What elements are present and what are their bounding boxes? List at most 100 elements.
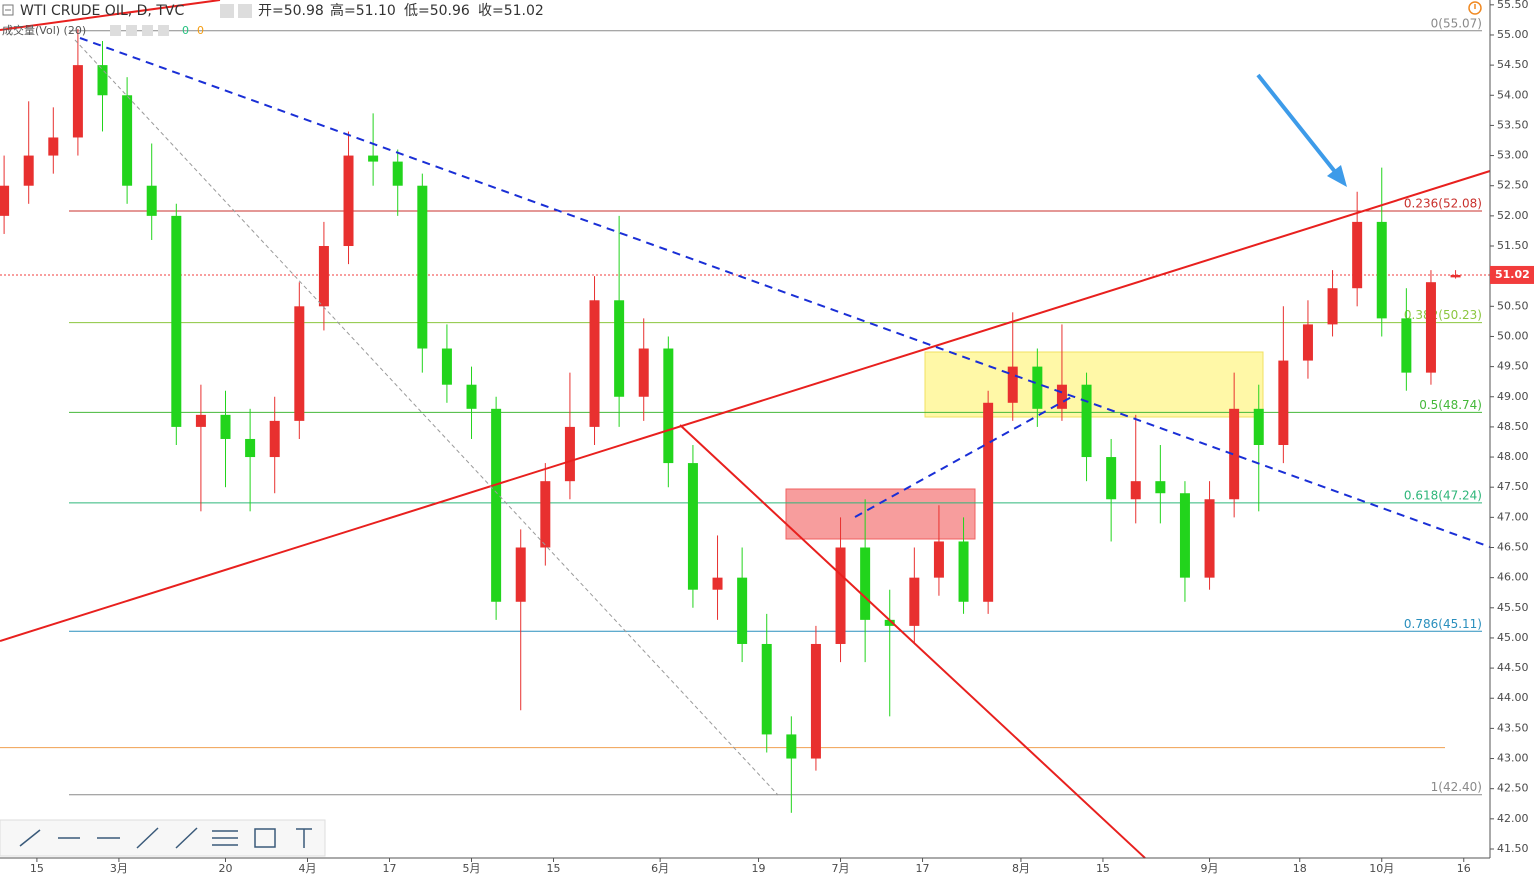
arrow-head [1327, 165, 1347, 187]
candle-body [1278, 360, 1289, 445]
y-tick-label: 55.50 [1497, 0, 1529, 11]
symbol-title: WTI CRUDE OIL, D, TVC [20, 3, 184, 19]
candle-body [72, 65, 83, 138]
ohlc-open: 开=50.98 [258, 3, 324, 19]
x-tick-label: 17 [916, 862, 930, 875]
candle-body [171, 215, 182, 427]
candle-body [1106, 457, 1117, 500]
candle-body [220, 414, 231, 439]
alert-icon[interactable] [1468, 1, 1482, 15]
ohlc-close: 收=51.02 [478, 3, 544, 19]
y-tick-label: 52.00 [1497, 209, 1529, 222]
candle-body [909, 577, 920, 626]
y-tick-label: 47.50 [1497, 480, 1529, 493]
candle-body [933, 541, 944, 578]
candle-body [884, 619, 895, 626]
x-tick-label: 18 [1293, 862, 1307, 875]
y-tick-label: 53.00 [1497, 149, 1529, 162]
y-tick-label: 43.00 [1497, 752, 1529, 765]
candle-body [515, 547, 526, 602]
y-tick-label: 47.00 [1497, 510, 1529, 523]
candle-body [1327, 288, 1338, 325]
candle-body [1401, 318, 1412, 373]
candle-body [441, 348, 452, 385]
candle-body [491, 408, 502, 602]
candle-body [417, 185, 428, 349]
tool-text[interactable] [296, 828, 312, 848]
icon[interactable] [142, 25, 153, 36]
header: WTI CRUDE OIL, D, TVC 开=50.98 高=51.10 低=… [2, 1, 1482, 37]
candle-body [761, 643, 772, 735]
candle-body [1450, 274, 1461, 278]
candle-body [1056, 384, 1067, 409]
trend-line [0, 170, 1491, 642]
tool-ray[interactable] [19, 829, 41, 847]
icon[interactable] [220, 4, 234, 18]
candle-body [343, 155, 354, 247]
candle-body [958, 541, 969, 602]
trend-line [679, 424, 1146, 859]
candle-body [1007, 366, 1018, 403]
y-tick-label: 54.50 [1497, 58, 1529, 71]
fib-label: 0.786(45.11) [1404, 617, 1482, 631]
candle-body [589, 300, 600, 427]
icon[interactable] [158, 25, 169, 36]
candle-body [23, 155, 34, 186]
tool-extended[interactable] [175, 827, 198, 849]
candle-body [1155, 481, 1166, 494]
y-tick-label: 43.50 [1497, 721, 1529, 734]
y-tick-label: 48.50 [1497, 420, 1529, 433]
tool-rect[interactable] [254, 828, 276, 848]
tool-fib[interactable] [212, 830, 238, 846]
volume-label: 成交量(Vol) (20) [2, 23, 86, 37]
collapse-icon[interactable] [2, 4, 14, 16]
y-tick-label: 46.50 [1497, 540, 1529, 553]
candle-body [638, 348, 649, 397]
trend-line [0, 0, 221, 31]
fib-label: 1(42.40) [1431, 780, 1482, 794]
candle-body [663, 348, 674, 464]
candle-body [318, 246, 329, 307]
y-tick-label: 50.50 [1497, 299, 1529, 312]
tool-trend[interactable] [136, 827, 159, 849]
y-tick-label: 45.50 [1497, 601, 1529, 614]
trend-line [79, 37, 1491, 548]
candle-body [368, 155, 379, 162]
y-tick-label: 46.00 [1497, 571, 1529, 584]
candle-body [1352, 221, 1363, 289]
x-tick-label: 16 [1457, 862, 1471, 875]
candle-body [1425, 282, 1436, 373]
y-tick-label: 48.00 [1497, 450, 1529, 463]
icon[interactable] [126, 25, 137, 36]
y-tick-label: 55.00 [1497, 28, 1529, 41]
icon[interactable] [110, 25, 121, 36]
icon[interactable] [238, 4, 252, 18]
x-tick-label: 8月 [1012, 862, 1030, 875]
candle-body [810, 643, 821, 759]
candles [0, 28, 1461, 813]
candle-body [564, 426, 575, 482]
candle-body [983, 402, 994, 602]
candle-body [466, 384, 477, 409]
candle-body [1032, 366, 1043, 409]
x-tick-label: 9月 [1201, 862, 1219, 875]
volume-value: 0 [197, 24, 204, 37]
fib-label: 0.5(48.74) [1419, 398, 1482, 412]
candle-body [1229, 408, 1240, 500]
candle-body [614, 300, 625, 397]
candle-body [269, 420, 280, 458]
y-tick-label: 42.50 [1497, 782, 1529, 795]
last-price-label: 51.02 [1495, 268, 1530, 281]
candle-body [737, 577, 748, 644]
candle-body [0, 185, 10, 216]
y-tick-label: 41.50 [1497, 842, 1529, 855]
candle-body [687, 463, 698, 590]
x-tick-label: 20 [219, 862, 233, 875]
candle-body [540, 481, 551, 548]
volume-value: 0 [182, 24, 189, 37]
candle-body [712, 577, 723, 590]
y-tick-label: 49.50 [1497, 360, 1529, 373]
trend-lines [0, 0, 1491, 859]
candle-body [392, 161, 403, 186]
candle-body [97, 65, 108, 96]
